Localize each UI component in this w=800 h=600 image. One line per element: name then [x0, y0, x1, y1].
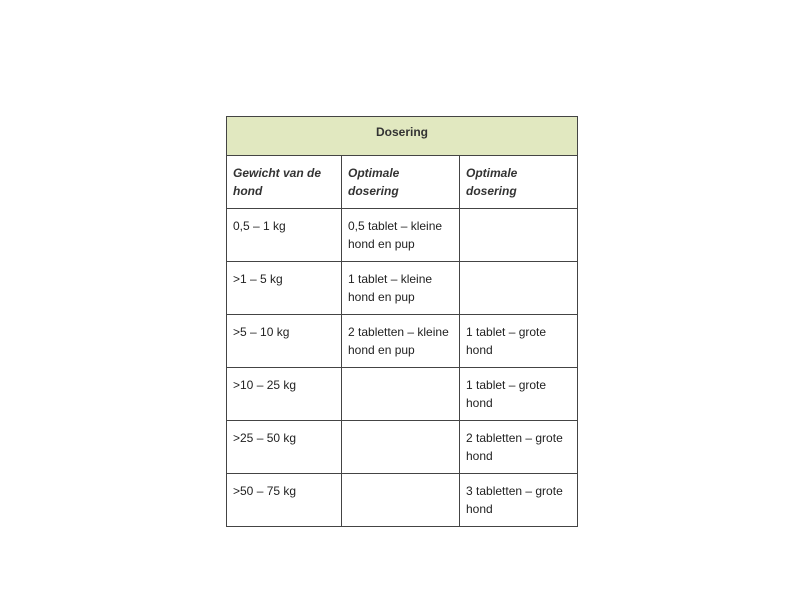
cell-dosage-small: 2 tabletten – kleine hond en pup	[341, 314, 460, 368]
cell-dosage-small: 0,5 tablet – kleine hond en pup	[341, 208, 460, 262]
cell-weight: >50 – 75 kg	[226, 473, 342, 527]
cell-dosage-large	[459, 261, 578, 315]
table-title: Dosering	[226, 116, 578, 156]
header-weight: Gewicht van de hond	[226, 155, 342, 209]
cell-dosage-small	[341, 367, 460, 421]
header-dosage-small: Optimale dosering	[341, 155, 460, 209]
table-row: >25 – 50 kg 2 tabletten – grote hond	[226, 420, 578, 474]
table-row: >5 – 10 kg 2 tabletten – kleine hond en p…	[226, 314, 578, 368]
cell-weight: >10 – 25 kg	[226, 367, 342, 421]
cell-weight: 0,5 – 1 kg	[226, 208, 342, 262]
cell-dosage-large: 1 tablet – grote hond	[459, 314, 578, 368]
dosage-table: Dosering Gewicht van de hond Optimale do…	[226, 116, 578, 527]
cell-dosage-small: 1 tablet – kleine hond en pup	[341, 261, 460, 315]
cell-dosage-large: 2 tabletten – grote hond	[459, 420, 578, 474]
cell-weight: >5 – 10 kg	[226, 314, 342, 368]
header-row: Gewicht van de hond Optimale dosering Op…	[226, 155, 578, 209]
cell-dosage-large: 3 tabletten – grote hond	[459, 473, 578, 527]
cell-dosage-large: 1 tablet – grote hond	[459, 367, 578, 421]
header-dosage-large: Optimale dosering	[459, 155, 578, 209]
cell-dosage-small	[341, 420, 460, 474]
cell-weight: >25 – 50 kg	[226, 420, 342, 474]
table-row: >1 – 5 kg 1 tablet – kleine hond en pup	[226, 261, 578, 315]
title-row: Dosering	[226, 116, 578, 156]
cell-dosage-large	[459, 208, 578, 262]
table-row: >10 – 25 kg 1 tablet – grote hond	[226, 367, 578, 421]
table-row: >50 – 75 kg 3 tabletten – grote hond	[226, 473, 578, 527]
cell-dosage-small	[341, 473, 460, 527]
table-row: 0,5 – 1 kg 0,5 tablet – kleine hond en pu…	[226, 208, 578, 262]
cell-weight: >1 – 5 kg	[226, 261, 342, 315]
